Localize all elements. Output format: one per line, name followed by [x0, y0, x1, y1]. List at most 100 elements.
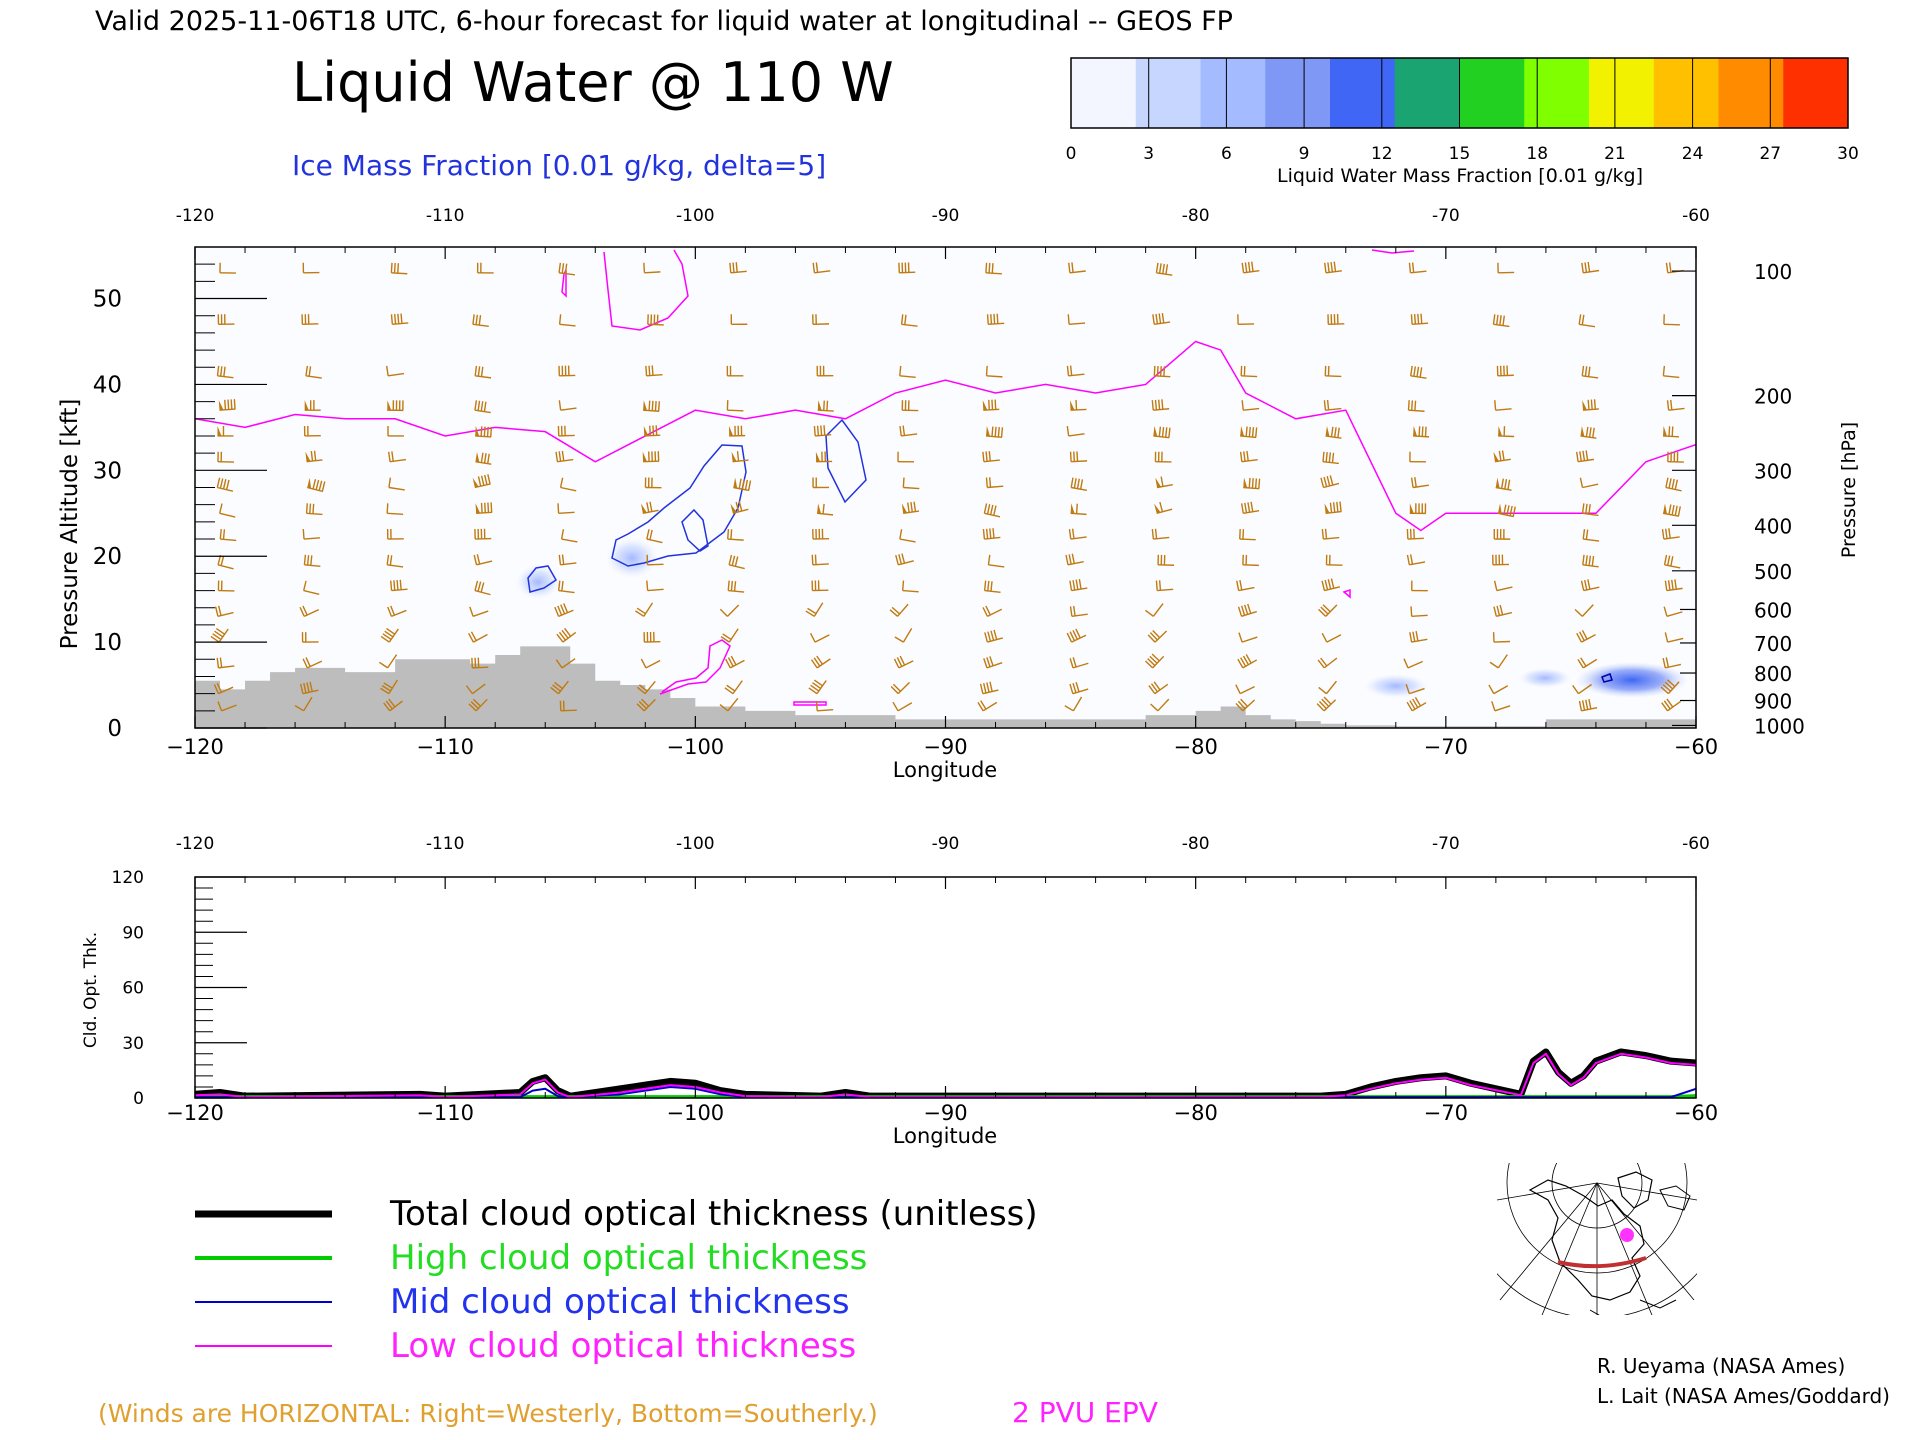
wind-barb — [556, 627, 577, 643]
liquid-water-patch — [1519, 668, 1571, 688]
wind-barb — [1409, 451, 1426, 463]
wind-barb — [303, 554, 321, 568]
x-tick-label-top: -120 — [176, 834, 215, 854]
wind-barb — [889, 603, 909, 617]
y-tick-label: 20 — [93, 544, 122, 570]
wind-barb — [1070, 399, 1087, 411]
wind-barb — [1318, 604, 1338, 617]
map-location-marker — [1620, 1228, 1634, 1242]
wind-barb — [636, 698, 656, 712]
wind-barb — [1408, 262, 1427, 274]
ice-contour — [825, 418, 867, 504]
wind-barb — [979, 681, 999, 695]
colorbar-cell — [1589, 58, 1655, 128]
x-tick-label-top: -70 — [1432, 834, 1460, 854]
wind-barb — [1069, 605, 1088, 618]
wind-barb — [813, 425, 832, 437]
wind-barb — [811, 580, 829, 592]
wind-barb — [1406, 696, 1427, 712]
wind-barb — [1409, 503, 1427, 515]
wind-barb — [1236, 580, 1255, 592]
wind-barb — [890, 681, 911, 695]
wind-barb — [1324, 501, 1342, 514]
wind-barb — [1413, 425, 1430, 438]
wind-barb — [558, 365, 576, 377]
top-xlabel: Longitude — [893, 758, 997, 782]
wind-barb — [1498, 425, 1515, 438]
wind-barb — [1574, 604, 1594, 617]
x-tick-label: −70 — [1424, 1101, 1468, 1125]
colorbar-cell — [1653, 58, 1719, 128]
wind-barb — [302, 657, 323, 669]
wind-barb — [811, 554, 829, 566]
optical-thickness-panel: −120 -120 −110 -110 −100 -100 −90 -90 −80 -80 −70 -… — [81, 834, 1718, 1148]
wind-barb — [1066, 365, 1085, 377]
wind-barb — [816, 365, 834, 377]
wind-barb — [899, 529, 916, 543]
wind-barb — [380, 679, 398, 695]
ice-label: Ice Mass Fraction [0.01 g/kg, delta=5] — [292, 149, 826, 182]
wind-barb — [1240, 365, 1258, 378]
wind-barb — [985, 365, 1003, 378]
wind-barb — [301, 314, 319, 326]
wind-barb — [893, 655, 914, 669]
colorbar-cell — [1718, 58, 1784, 128]
pressure-tick-label: 200 — [1754, 385, 1792, 409]
y-tick-label: 30 — [122, 1034, 144, 1054]
wind-barb — [643, 400, 661, 412]
wind-barb — [1662, 657, 1682, 669]
wind-barb — [1147, 629, 1168, 643]
wind-barb — [1069, 682, 1089, 695]
ice-contour — [611, 444, 747, 567]
wind-barb — [647, 314, 664, 326]
wind-barb — [301, 632, 319, 643]
wind-barb — [388, 477, 405, 491]
colorbar-tick-label: 12 — [1371, 144, 1393, 164]
wind-barb — [1150, 698, 1170, 712]
wind-barb — [1492, 632, 1511, 643]
wind-barb — [634, 602, 654, 617]
wind-barb — [1068, 528, 1087, 540]
wind-barb — [474, 528, 492, 540]
main-title: Liquid Water @ 110 W — [292, 51, 894, 114]
wind-barb — [1321, 578, 1341, 592]
wind-barb — [812, 477, 830, 489]
wind-barb — [476, 262, 494, 274]
wind-barb — [474, 580, 491, 596]
wind-barb — [465, 683, 486, 695]
wind-barb — [1242, 554, 1259, 567]
bottom-axes: −120 -120 −110 -110 −100 -100 −90 -90 −80 -80 −70 -… — [112, 834, 1719, 1125]
wind-barb — [557, 425, 575, 437]
wind-barb — [474, 400, 491, 414]
wind-barb — [1154, 501, 1173, 514]
wind-barb — [307, 477, 326, 493]
legend-total-label: Total cloud optical thickness (unitless) — [389, 1194, 1038, 1234]
inset-map — [1497, 1163, 1697, 1315]
wind-barb — [1323, 399, 1342, 411]
pressure-tick-label: 300 — [1754, 459, 1792, 483]
plot-background — [195, 247, 1696, 728]
wind-barb — [1066, 628, 1087, 643]
wind-barb — [810, 655, 831, 669]
wind-barb — [899, 365, 916, 378]
wind-barb — [726, 400, 744, 412]
wind-barb — [1068, 262, 1086, 274]
wind-barb — [729, 262, 747, 274]
wind-barb — [1239, 450, 1258, 463]
wind-barb — [815, 451, 833, 463]
wind-barb — [475, 425, 493, 438]
wind-barb — [1403, 658, 1423, 669]
wind-barb — [210, 627, 229, 643]
wind-barb — [475, 502, 493, 514]
wind-barb — [1581, 365, 1599, 379]
wind-barb — [217, 451, 234, 463]
wind-barb — [1489, 654, 1508, 669]
liquid-water-patch — [516, 565, 560, 599]
wind-barb — [216, 477, 234, 492]
top-ylabel-left: Pressure Altitude [kft] — [57, 399, 83, 650]
wind-barb — [294, 696, 313, 712]
wind-barb — [305, 450, 323, 463]
wind-barb — [1663, 314, 1680, 326]
colorbar-ticks: 0 3 6 9 12 15 18 21 24 27 30 — [1066, 58, 1859, 164]
colorbar-tick-label: 15 — [1449, 144, 1471, 164]
